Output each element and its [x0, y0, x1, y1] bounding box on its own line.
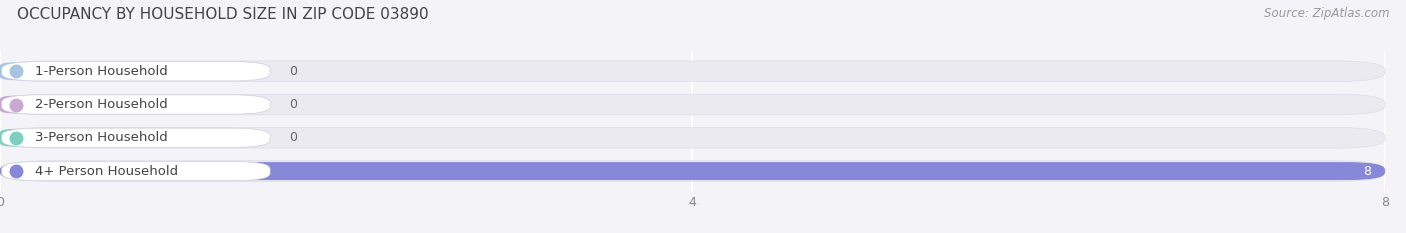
Text: 4+ Person Household: 4+ Person Household [35, 164, 177, 178]
FancyBboxPatch shape [1, 128, 270, 147]
FancyBboxPatch shape [0, 161, 1385, 182]
Text: 3-Person Household: 3-Person Household [35, 131, 167, 144]
FancyBboxPatch shape [0, 94, 1385, 115]
Text: 0: 0 [290, 98, 297, 111]
FancyBboxPatch shape [1, 161, 270, 181]
Text: Source: ZipAtlas.com: Source: ZipAtlas.com [1264, 7, 1389, 20]
FancyBboxPatch shape [0, 129, 31, 147]
Text: 0: 0 [290, 131, 297, 144]
Text: 8: 8 [1362, 164, 1371, 178]
Text: OCCUPANCY BY HOUSEHOLD SIZE IN ZIP CODE 03890: OCCUPANCY BY HOUSEHOLD SIZE IN ZIP CODE … [17, 7, 429, 22]
Text: 1-Person Household: 1-Person Household [35, 65, 167, 78]
FancyBboxPatch shape [0, 62, 31, 80]
FancyBboxPatch shape [1, 95, 270, 114]
Text: 0: 0 [290, 65, 297, 78]
FancyBboxPatch shape [0, 61, 1385, 82]
FancyBboxPatch shape [0, 96, 31, 113]
Text: 2-Person Household: 2-Person Household [35, 98, 167, 111]
FancyBboxPatch shape [0, 162, 1385, 180]
FancyBboxPatch shape [0, 127, 1385, 148]
FancyBboxPatch shape [1, 62, 270, 81]
